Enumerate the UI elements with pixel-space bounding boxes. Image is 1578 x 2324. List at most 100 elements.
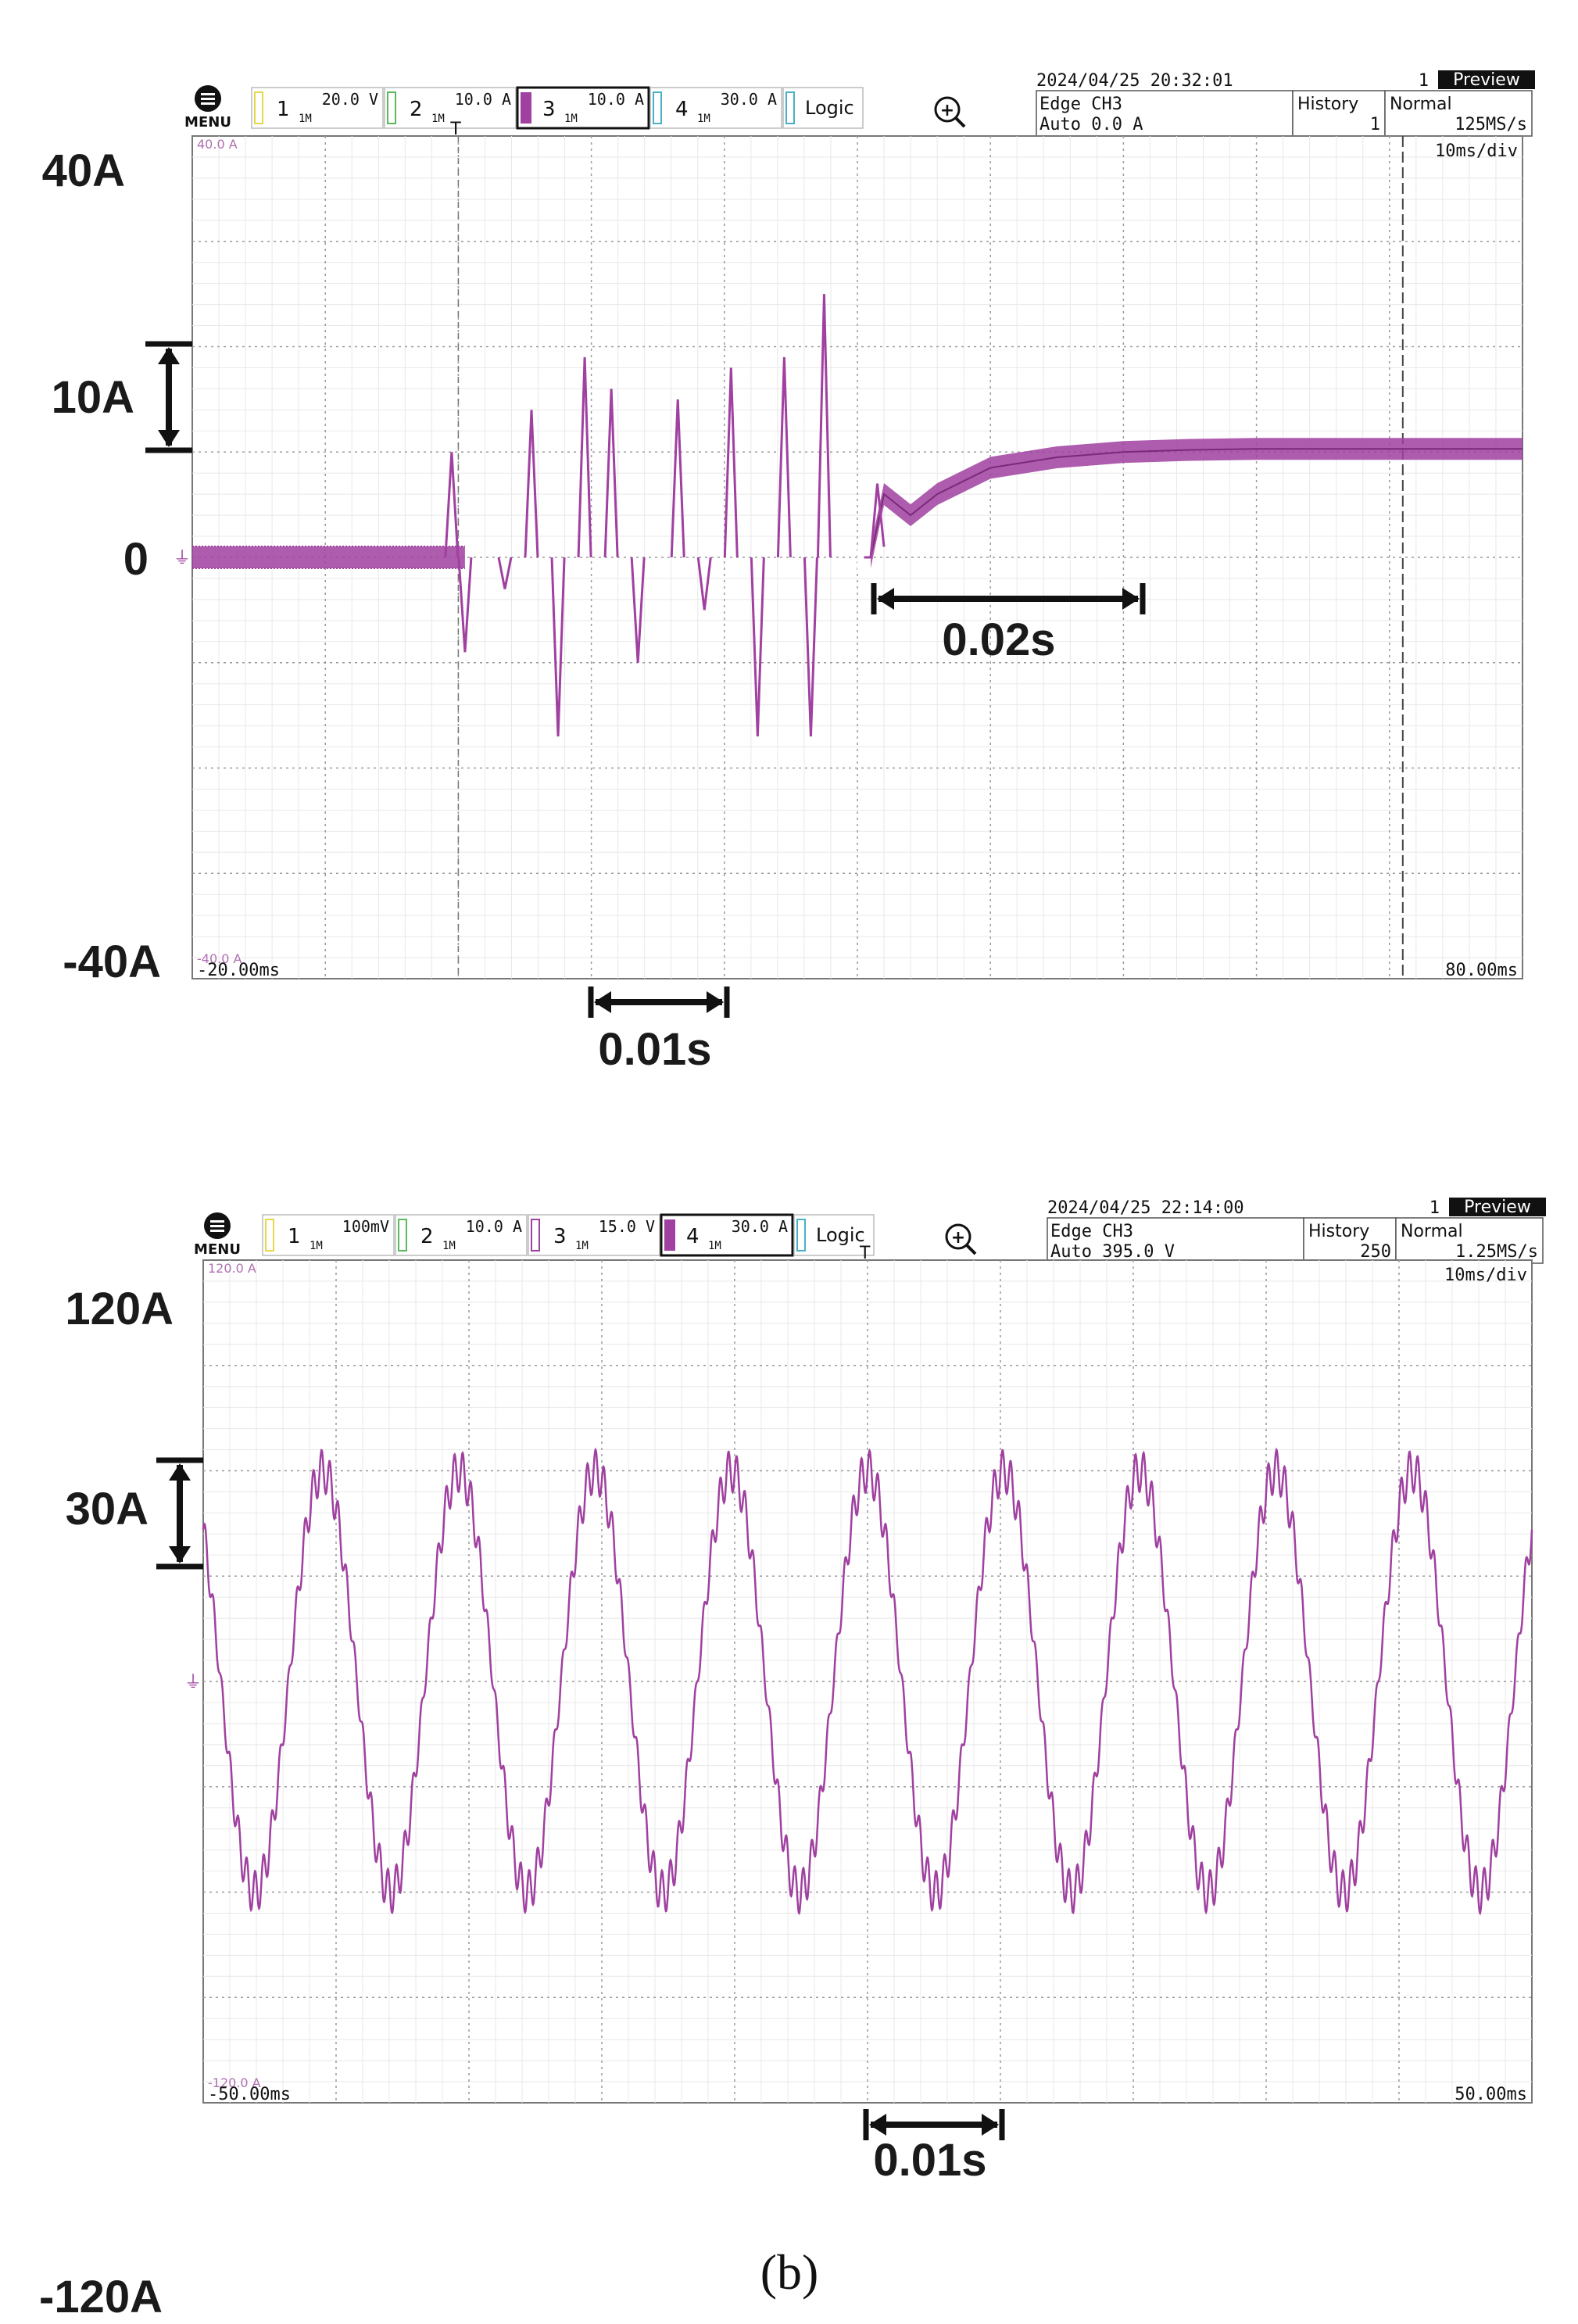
zoom-handle [954, 116, 966, 128]
preview-badge [1438, 70, 1535, 89]
arrow-head-bottom [169, 1546, 191, 1563]
spike-6 [577, 356, 592, 558]
channel-number: 2 [410, 98, 423, 121]
div-label: 10A [52, 372, 134, 423]
zoom-lens [934, 96, 961, 123]
zoom-icon: + [934, 96, 966, 128]
spike-3 [497, 557, 513, 589]
channel-4-box: 4 30.0 A 1M [660, 1213, 794, 1257]
ground-marker-icon: ⏚ [174, 549, 191, 568]
spike-11 [723, 367, 739, 558]
arrow-head-left [877, 588, 894, 610]
zoom-plus: + [940, 101, 954, 120]
trigger-frame [1036, 90, 1294, 137]
channel-4-box: 4 30.0 A 1M [649, 87, 782, 129]
channel-3-box: 3 10.0 A 1M [516, 86, 650, 130]
preview-label: Preview [1464, 1198, 1531, 1217]
coupling-icon: 1M [708, 1240, 721, 1252]
coupling-icon: 1M [431, 113, 445, 125]
sine-trace [202, 1447, 1533, 1916]
channel-frame [251, 87, 384, 129]
menu-bar [210, 1225, 224, 1227]
logic-frame [793, 1214, 875, 1256]
logic-box: Logic [782, 87, 864, 129]
div-arrow [156, 1457, 203, 1570]
bottom-scale-label: -120.0 A [208, 2075, 261, 2090]
channel-color-chip [254, 91, 263, 124]
y-bottom-label: -40A [63, 936, 161, 987]
channel-2-box: 2 10.0 A 1M [395, 1214, 528, 1256]
oscilloscope-figure-a: MENU 1 20.0 V 1M 2 10.0 A 1M 3 10.0 A 1M 4 30.0 A 1M… [42, 70, 1535, 1075]
logic-label: Logic [805, 97, 854, 119]
mode-frame [1395, 1217, 1544, 1264]
channel-scale: 20.0 V [322, 90, 378, 109]
channel-frame [384, 87, 517, 129]
preview-count: 1 [1419, 71, 1429, 91]
sample-rate: 1.25MS/s [1455, 1242, 1538, 1262]
right-time-label: 50.00ms [1455, 2085, 1527, 2104]
datetime: 2024/04/25 20:32:01 [1036, 71, 1233, 91]
scope-screen: 120.0 A -120.0 A 10ms/div -50.00ms 50.00ms [202, 1259, 1533, 2104]
arrow-head-right [1122, 588, 1140, 610]
scope-header: MENU 1 100mV 1M 2 10.0 A 1M 3 15.0 V 1M 4 30.0 A 1M L… [194, 1198, 1546, 1264]
arrow-head-right [982, 2114, 999, 2136]
menu-label: MENU [184, 114, 231, 131]
timebase-label: 10ms/div [1435, 141, 1518, 161]
coupling-icon: 1M [310, 1240, 323, 1252]
spike-8 [630, 557, 646, 663]
channel-3-box: 3 15.0 V 1M [528, 1214, 660, 1256]
zoom-icon: + [945, 1223, 977, 1255]
channel-number: 3 [553, 1225, 567, 1248]
menu-bar [210, 1230, 224, 1232]
y-bottom-label: -120A [39, 2272, 163, 2322]
channel-scale: 15.0 V [599, 1217, 655, 1236]
channel-frame [516, 86, 650, 130]
channel-frame [395, 1214, 528, 1256]
channel-color-chip [265, 1219, 274, 1252]
timebase-label: 10ms/div [1444, 1266, 1527, 1285]
coupling-icon: 1M [697, 113, 710, 125]
mode-label: Normal [1401, 1222, 1463, 1241]
mode-label: Normal [1390, 95, 1452, 114]
preview-label: Preview [1453, 70, 1520, 90]
channel-color-chip [398, 1219, 407, 1252]
arrow-head-right [707, 991, 724, 1013]
logic-chip [796, 1219, 806, 1252]
spike-12 [750, 557, 765, 737]
history-label: History [1308, 1222, 1369, 1241]
step-response-trace [870, 448, 1523, 558]
top-scale-label: 40.0 A [197, 137, 238, 152]
logic-box: Logic [793, 1214, 875, 1256]
channel-scale: 100mV [342, 1217, 389, 1236]
menu-bar [210, 1220, 224, 1223]
channel-scale: 10.0 A [466, 1217, 522, 1236]
grid [203, 1260, 1532, 2103]
zoom-plus: + [951, 1228, 965, 1248]
left-time-label: -20.00ms [197, 961, 280, 980]
right-time-label: 80.00ms [1445, 961, 1518, 980]
spike-13 [776, 356, 792, 558]
panel-b-bottom-time-label: 0.01s [873, 2135, 987, 2186]
arrow-head-top [158, 347, 180, 364]
spike-9 [670, 399, 685, 558]
mode-frame [1384, 90, 1533, 137]
channel-number: 1 [288, 1225, 301, 1248]
trigger-line1: Edge CH3 [1039, 95, 1122, 114]
panel-a: MENU 1 20.0 V 1M 2 10.0 A 1M 3 10.0 A 1M 4 30.0 A 1M… [0, 0, 1578, 1118]
spike-7 [603, 389, 619, 558]
spike-14 [803, 557, 818, 737]
arrow-head-left [869, 2114, 886, 2136]
trigger-line1: Edge CH3 [1050, 1222, 1133, 1241]
time-label: 0.02s [942, 614, 1055, 665]
menu-bar [201, 98, 215, 100]
arrow-head-top [169, 1463, 191, 1481]
history-value: 1 [1370, 115, 1380, 134]
channel-2-box: 2 10.0 A 1M [384, 87, 517, 129]
spike-2 [457, 557, 473, 653]
zoom-handle [964, 1243, 977, 1255]
history-frame [1292, 90, 1386, 137]
channel-number: 3 [542, 98, 556, 121]
coupling-icon: 1M [575, 1240, 589, 1252]
